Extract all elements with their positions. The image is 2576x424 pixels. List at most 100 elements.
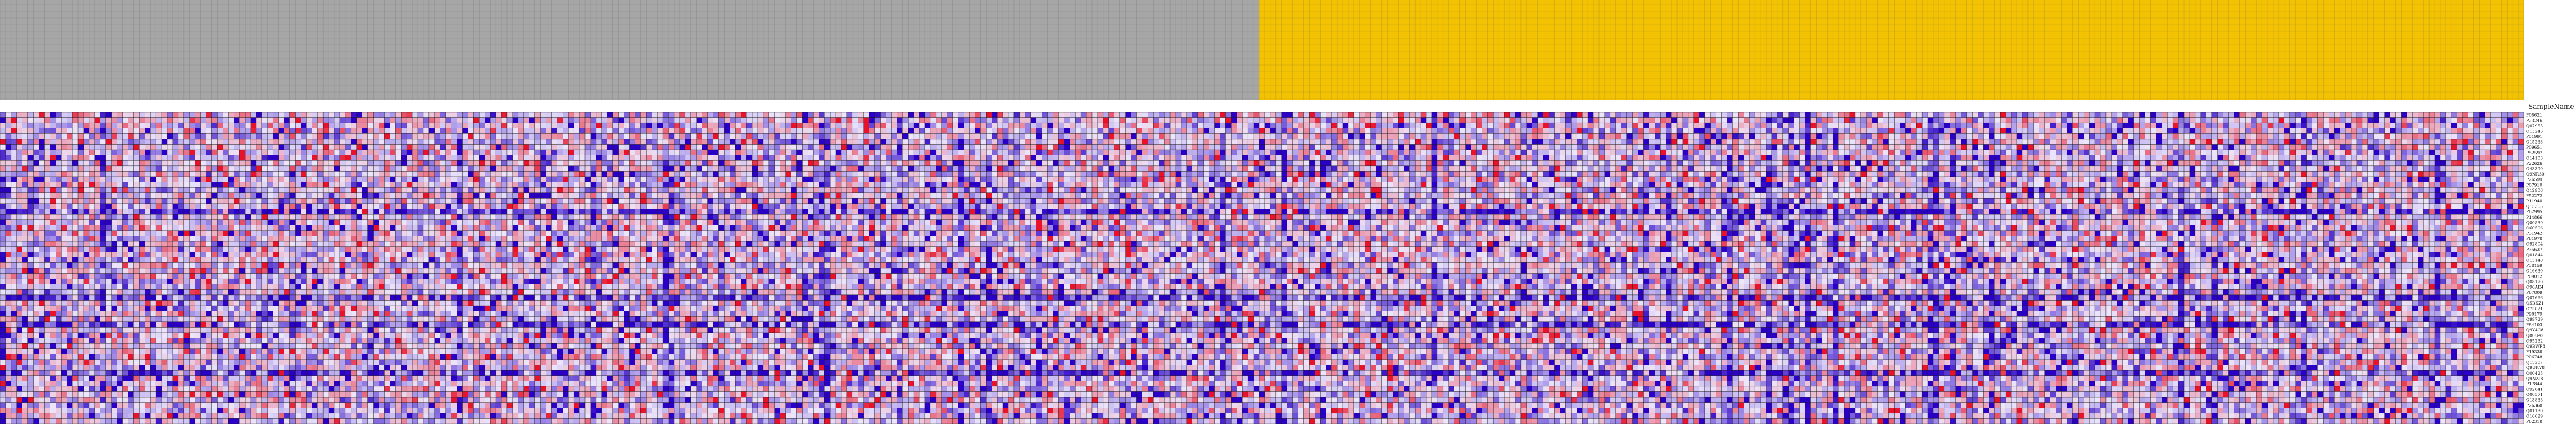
heatmap-cell [797,123,803,128]
heatmap-cell [1616,150,1621,155]
heatmap-cell [2162,128,2167,134]
heatmap-cell [1493,128,1499,134]
heatmap-cell [914,160,919,166]
heatmap-cell [1588,155,1593,161]
heatmap-cell [211,133,217,139]
heatmap-cell [1549,128,1555,134]
heatmap-cell [2390,139,2396,145]
heatmap-cell [1153,112,1159,118]
heatmap-cell [429,118,435,123]
heatmap-cell [1582,118,1588,123]
heatmap-cell [1716,160,1722,166]
heatmap-cell [1994,128,2000,134]
heatmap-cell [262,155,268,161]
heatmap-cell [1510,160,1515,166]
heatmap-cell [1777,118,1783,123]
heatmap-cell [2423,128,2429,134]
heatmap-cell [50,133,56,139]
heatmap-cell [579,139,585,145]
heatmap-cell [234,133,239,139]
heatmap-cell [864,150,869,155]
heatmap-cell [1482,155,1487,161]
heatmap-cell [992,123,997,128]
heatmap-cell [78,112,84,118]
heatmap-cell [2317,160,2323,166]
heatmap-cell [2206,145,2212,150]
heatmap-cell [1744,112,1749,118]
heatmap-cell [485,139,490,145]
heatmap-cell [1532,128,1538,134]
heatmap-cell [1148,133,1153,139]
heatmap-cell [1872,128,1878,134]
heatmap-cell [1922,145,1928,150]
heatmap-cell [529,145,535,150]
heatmap-cell [1365,123,1371,128]
heatmap-cell [295,118,301,123]
heatmap-cell [992,139,997,145]
heatmap-cell [808,128,813,134]
heatmap-cell [1649,118,1655,123]
heatmap-cell [1042,139,1048,145]
heatmap-cell [2156,139,2162,145]
heatmap-cell [1889,150,1895,155]
heatmap-cell [2006,150,2011,155]
heatmap-cell [1649,155,1655,161]
heatmap-cell [2095,133,2100,139]
heatmap-cell [362,123,368,128]
heatmap-cell [518,145,524,150]
heatmap-cell [1293,139,1298,145]
heatmap-cell [769,155,775,161]
heatmap-cell [1638,118,1644,123]
heatmap-cell [334,112,340,118]
heatmap-cell [1176,112,1181,118]
heatmap-cell [680,139,685,145]
heatmap-cell [2501,133,2507,139]
heatmap-cell [1683,128,1688,134]
heatmap-cell [1003,118,1008,123]
heatmap-cell [1983,150,1989,155]
heatmap-cell [585,133,591,139]
heatmap-cell [2351,133,2357,139]
heatmap-cell [2150,139,2156,145]
heatmap-cell [824,145,830,150]
heatmap-cell [1276,133,1282,139]
heatmap-cell [485,123,490,128]
heatmap-cell [1220,145,1225,150]
heatmap-cell [1153,118,1159,123]
heatmap-cell [1855,139,1861,145]
heatmap-cell [1916,139,1922,145]
heatmap-cell [1092,155,1098,161]
heatmap-cell [1376,123,1382,128]
heatmap-cell [1694,160,1699,166]
heatmap-cell [2374,145,2379,150]
heatmap-cell [273,133,279,139]
heatmap-cell [1014,118,1020,123]
heatmap-cell [2050,128,2056,134]
heatmap-cell [1025,112,1031,118]
heatmap-cell [2245,139,2251,145]
heatmap-cell [1944,128,1950,134]
heatmap-cell [451,118,457,123]
heatmap-cell [1850,139,1855,145]
heatmap-cell [2022,133,2028,139]
heatmap-cell [1789,118,1794,123]
heatmap-cell [2463,133,2468,139]
heatmap-cell [2268,112,2273,118]
heatmap-cell [1248,155,1254,161]
heatmap-cell [1493,123,1499,128]
heatmap-cell [1916,155,1922,161]
heatmap-cell [1749,155,1755,161]
heatmap-cell [713,128,719,134]
heatmap-cell [1404,139,1409,145]
heatmap-cell [401,133,407,139]
heatmap-cell [1153,160,1159,166]
heatmap-cell [1850,160,1855,166]
heatmap-cell [797,128,803,134]
heatmap-cell [830,155,836,161]
heatmap-cell [284,145,290,150]
heatmap-cell [591,128,596,134]
heatmap-cell [1136,139,1142,145]
heatmap-cell [964,112,970,118]
heatmap-cell [1337,139,1343,145]
heatmap-cell [1755,133,1761,139]
